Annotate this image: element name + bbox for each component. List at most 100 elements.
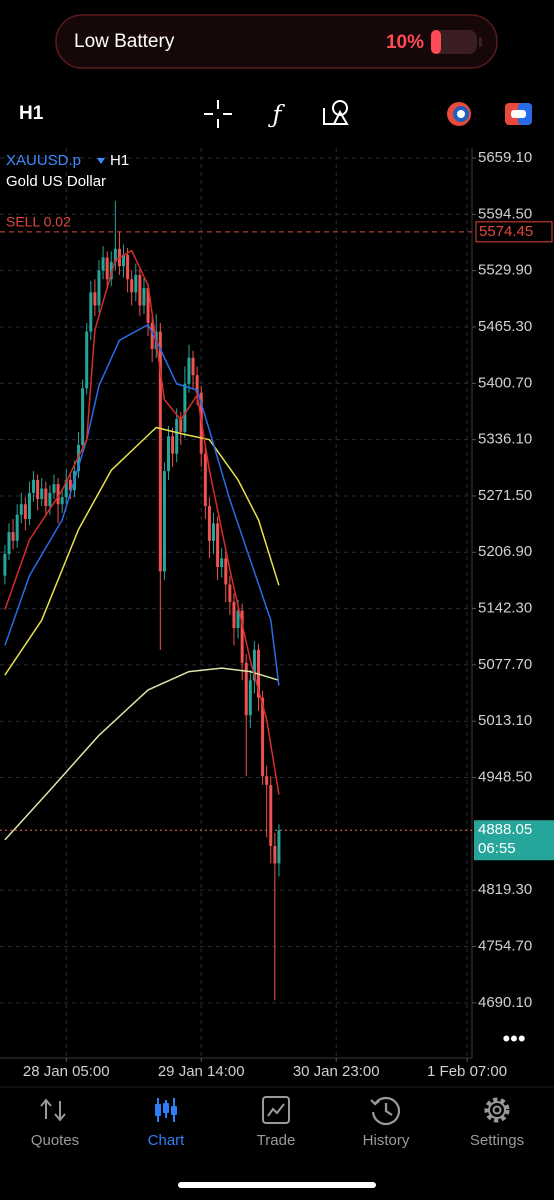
more-button[interactable]: ••• bbox=[502, 1026, 525, 1051]
candle-body bbox=[122, 254, 126, 267]
tab-icon bbox=[484, 1097, 510, 1123]
tab-label: Trade bbox=[257, 1132, 296, 1149]
candle-body bbox=[64, 479, 68, 498]
battery-percent: 10% bbox=[386, 32, 424, 53]
chart-area[interactable]: 5659.10 5594.50 5529.90 5465.30 5400.70 5336.… bbox=[0, 148, 554, 1080]
candle-body bbox=[93, 292, 97, 306]
candle-body bbox=[248, 680, 252, 716]
tab-label: Chart bbox=[148, 1132, 186, 1149]
moving-average-line bbox=[4, 667, 280, 841]
banner-title: Low Battery bbox=[74, 31, 175, 52]
candle-body bbox=[23, 504, 27, 520]
tab-label: History bbox=[363, 1132, 410, 1149]
candle-body bbox=[212, 523, 216, 541]
y-tick-label: 5400.70 bbox=[478, 374, 532, 391]
x-tick-label: 30 Jan 23:00 bbox=[293, 1063, 380, 1080]
candle-body bbox=[167, 436, 171, 472]
candle-body bbox=[68, 479, 72, 491]
bid-countdown: 06:55 bbox=[478, 840, 516, 857]
y-tick-label: 5659.10 bbox=[478, 149, 532, 166]
candle-body bbox=[203, 453, 207, 506]
x-tick-label: 29 Jan 14:00 bbox=[158, 1063, 245, 1080]
tab[interactable]: Trade bbox=[257, 1096, 296, 1149]
symbol-description: Gold US Dollar bbox=[6, 173, 106, 190]
candle-body bbox=[224, 558, 228, 585]
y-tick-label: 5271.50 bbox=[478, 487, 532, 504]
tab[interactable]: Chart bbox=[148, 1098, 186, 1149]
moving-average-line bbox=[4, 426, 280, 676]
candle-body bbox=[175, 418, 179, 454]
candle-body bbox=[244, 662, 248, 716]
indicators-button[interactable]: ƒ bbox=[268, 101, 286, 129]
candle-body bbox=[269, 784, 273, 846]
tab-label: Quotes bbox=[31, 1132, 79, 1149]
one-click-button[interactable] bbox=[505, 103, 532, 125]
sell-price-box bbox=[475, 221, 553, 243]
y-tick-label: 4948.50 bbox=[478, 769, 532, 786]
tab[interactable]: Settings bbox=[470, 1097, 524, 1149]
candle-body bbox=[195, 375, 199, 393]
y-tick-label: 4819.30 bbox=[478, 881, 532, 898]
candle-body bbox=[89, 292, 93, 332]
battery-level bbox=[431, 30, 441, 54]
bid-price-label: 4888.05 bbox=[478, 821, 532, 838]
candle-body bbox=[130, 279, 134, 293]
candle-body bbox=[32, 479, 36, 493]
candle-body bbox=[40, 488, 44, 499]
candle-body bbox=[191, 357, 195, 376]
candle-body bbox=[236, 610, 240, 629]
trade-ideas-button[interactable] bbox=[447, 102, 471, 126]
tab-icon bbox=[163, 1103, 169, 1113]
candle-body bbox=[171, 436, 175, 454]
candle-body bbox=[228, 584, 232, 602]
y-tick-label: 5465.30 bbox=[478, 318, 532, 335]
tab-bar: Quotes Chart Trade History Settings bbox=[31, 1096, 524, 1149]
candle-body bbox=[261, 697, 265, 777]
timeframe-button[interactable]: H1 bbox=[19, 103, 44, 124]
candle-body bbox=[134, 274, 138, 293]
candle-body bbox=[56, 484, 60, 505]
tab[interactable]: History bbox=[363, 1096, 410, 1149]
y-tick-label: 5013.10 bbox=[478, 712, 532, 729]
y-tick-label: 4754.70 bbox=[478, 937, 532, 954]
candle-body bbox=[216, 523, 220, 567]
candle-body bbox=[7, 532, 11, 554]
y-tick-label: 5142.30 bbox=[478, 600, 532, 617]
tab-icon bbox=[488, 1101, 506, 1119]
candle-body bbox=[36, 479, 40, 499]
symbol-name[interactable]: XAUUSD.p bbox=[6, 152, 81, 169]
candle-body bbox=[142, 288, 146, 306]
candle-body bbox=[27, 492, 31, 520]
candle-body bbox=[162, 471, 166, 572]
tab-icon bbox=[267, 1103, 285, 1117]
moving-average-line bbox=[4, 323, 280, 686]
candle-body bbox=[277, 830, 281, 864]
candle-body bbox=[187, 357, 191, 384]
candle-body bbox=[232, 601, 236, 629]
tab-icon bbox=[492, 1105, 502, 1115]
candle-body bbox=[44, 488, 48, 506]
y-tick-label: 5594.50 bbox=[478, 205, 532, 222]
tab[interactable]: Quotes bbox=[31, 1098, 79, 1149]
tab-icon bbox=[40, 1098, 66, 1122]
candle-body bbox=[126, 254, 130, 280]
moving-average-line bbox=[4, 249, 280, 795]
sell-order-label: SELL 0.02 bbox=[6, 214, 71, 230]
candle-body bbox=[113, 248, 117, 262]
candle-body bbox=[97, 270, 101, 306]
candle-body bbox=[158, 331, 162, 572]
y-tick-label: 5529.90 bbox=[478, 262, 532, 279]
candle-body bbox=[252, 649, 256, 681]
objects-button[interactable] bbox=[323, 100, 349, 125]
crosshair-button[interactable] bbox=[204, 100, 232, 128]
candle-body bbox=[15, 514, 19, 541]
candle-body bbox=[150, 322, 154, 350]
x-tick-label: 28 Jan 05:00 bbox=[23, 1063, 110, 1080]
candle-body bbox=[109, 261, 113, 280]
chart-timeframe: H1 bbox=[110, 152, 129, 169]
candle-body bbox=[11, 532, 15, 541]
candle-body bbox=[48, 492, 52, 506]
symbol-dropdown[interactable] bbox=[97, 158, 105, 164]
battery-banner bbox=[55, 14, 498, 69]
